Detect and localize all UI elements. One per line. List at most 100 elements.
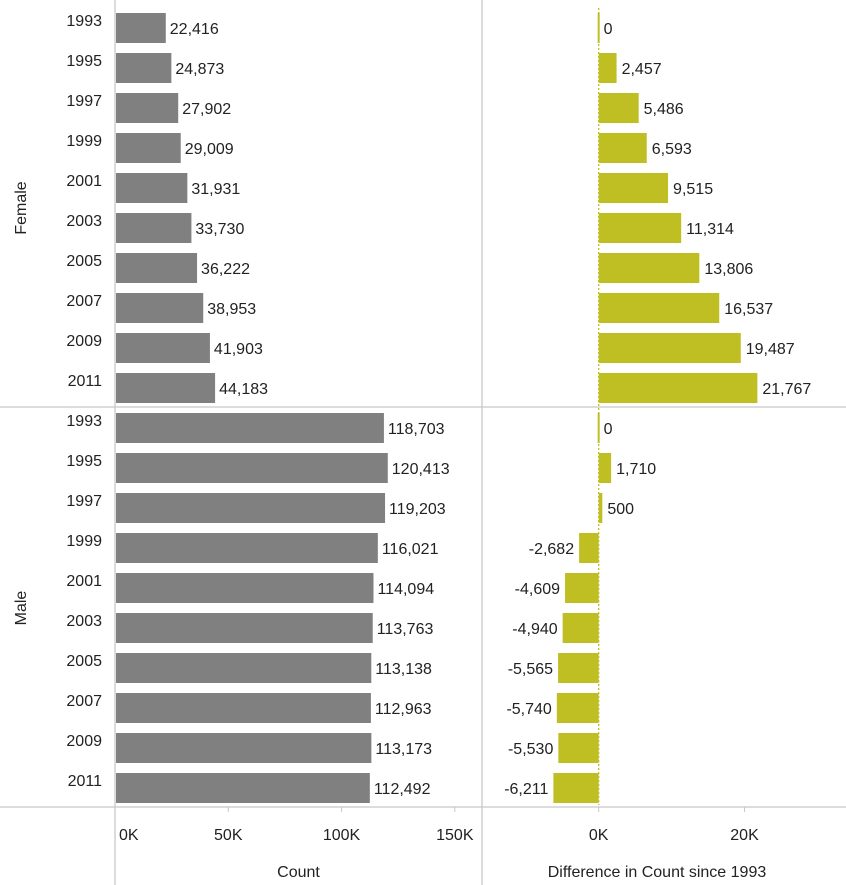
year-label-female-2007: 2007 xyxy=(66,293,102,310)
count-label-female-1999: 29,009 xyxy=(185,141,234,158)
difference-bar-male-1999 xyxy=(579,533,599,563)
count-label-female-2001: 31,931 xyxy=(191,181,240,198)
count-bar-female-1999 xyxy=(116,133,181,163)
count-bars: 22,416 24,873 27,902 29,009 31,931 33,730 36,2… xyxy=(116,13,450,803)
count-bar-female-1997 xyxy=(116,93,179,123)
difference-label-male-1997: 500 xyxy=(607,501,634,518)
count-bar-male-1995 xyxy=(116,453,388,483)
count-label-male-1995: 120,413 xyxy=(392,461,450,478)
difference-label-male-2009: -5,530 xyxy=(508,741,553,758)
difference-bar-female-2003 xyxy=(598,213,682,243)
difference-bar-male-2011 xyxy=(553,773,599,803)
difference-label-female-2007: 16,537 xyxy=(724,301,773,318)
year-label-female-1999: 1999 xyxy=(66,133,102,150)
group-label-female: Female xyxy=(13,181,30,234)
count-label-female-2005: 36,222 xyxy=(201,261,250,278)
year-label-male-2005: 2005 xyxy=(66,653,102,670)
difference-label-female-2011: 21,767 xyxy=(762,381,811,398)
count-bar-male-2007 xyxy=(116,693,371,723)
x-axes: 0K 50K 100K 150K Count 0K 20K Difference in Cou… xyxy=(114,807,767,881)
group-label-male: Male xyxy=(13,591,30,626)
group-labels: Female Male xyxy=(13,181,30,625)
difference-label-female-1999: 6,593 xyxy=(652,141,692,158)
difference-label-female-2009: 19,487 xyxy=(746,341,795,358)
difference-bar-female-1995 xyxy=(598,53,617,83)
difference-bar-male-1993 xyxy=(597,413,600,443)
count-axis-tick-label: 50K xyxy=(214,827,243,844)
year-label-male-1999: 1999 xyxy=(66,533,102,550)
year-label-male-1995: 1995 xyxy=(66,453,102,470)
count-label-female-2011: 44,183 xyxy=(219,381,268,398)
count-bar-female-2007 xyxy=(116,293,204,323)
count-bar-male-1997 xyxy=(116,493,386,523)
difference-label-male-2001: -4,609 xyxy=(515,581,560,598)
difference-bar-female-2011 xyxy=(598,373,758,403)
year-label-female-1995: 1995 xyxy=(66,53,102,70)
count-bar-male-2009 xyxy=(116,733,372,763)
count-bar-male-2001 xyxy=(116,573,374,603)
year-label-female-2011: 2011 xyxy=(68,373,103,390)
difference-bar-male-2003 xyxy=(562,613,599,643)
difference-bar-female-1993 xyxy=(597,13,600,43)
difference-label-male-2007: -5,740 xyxy=(506,701,551,718)
count-label-male-2011: 112,492 xyxy=(374,781,431,798)
difference-label-male-2003: -4,940 xyxy=(512,621,557,638)
count-bar-female-2011 xyxy=(116,373,216,403)
difference-label-male-1995: 1,710 xyxy=(616,461,656,478)
count-bar-female-1993 xyxy=(116,13,166,43)
count-label-female-1997: 27,902 xyxy=(182,101,231,118)
count-label-female-2003: 33,730 xyxy=(195,221,244,238)
count-label-female-2007: 38,953 xyxy=(207,301,256,318)
difference-label-female-2001: 9,515 xyxy=(673,181,713,198)
difference-label-male-2005: -5,565 xyxy=(508,661,553,678)
count-label-male-2007: 112,963 xyxy=(375,701,432,718)
year-label-male-2011: 2011 xyxy=(68,773,103,790)
year-labels: 1993 1995 1997 1999 2001 2003 2005 2007 2009 2011… xyxy=(66,13,102,790)
difference-label-male-2011: -6,211 xyxy=(504,781,548,798)
difference-bar-female-2005 xyxy=(598,253,700,283)
difference-label-male-1999: -2,682 xyxy=(529,541,574,558)
difference-bar-male-2001 xyxy=(565,573,599,603)
count-axis-tick-label: 100K xyxy=(323,827,361,844)
count-label-female-1993: 22,416 xyxy=(170,21,219,38)
count-bar-female-1995 xyxy=(116,53,172,83)
difference-bar-male-2009 xyxy=(558,733,599,763)
difference-label-male-1993: 0 xyxy=(604,421,613,438)
difference-label-female-1997: 5,486 xyxy=(644,101,684,118)
count-bar-male-2005 xyxy=(116,653,372,683)
year-label-female-1993: 1993 xyxy=(66,13,102,30)
count-axis-tick-label: 0K xyxy=(119,827,139,844)
year-label-female-2003: 2003 xyxy=(66,213,102,230)
count-bar-female-2005 xyxy=(116,253,198,283)
year-label-female-2001: 2001 xyxy=(66,173,102,190)
count-label-male-2003: 113,763 xyxy=(377,621,434,638)
difference-label-female-1993: 0 xyxy=(604,21,613,38)
difference-axis-tick-label: 20K xyxy=(730,827,759,844)
difference-axis-tick-label: 0K xyxy=(589,827,609,844)
count-bar-male-2011 xyxy=(116,773,370,803)
year-label-female-1997: 1997 xyxy=(66,93,102,110)
difference-bar-male-2005 xyxy=(558,653,599,683)
year-label-male-2001: 2001 xyxy=(66,573,102,590)
difference-bar-female-2007 xyxy=(598,293,720,323)
difference-bar-female-1997 xyxy=(598,93,639,123)
count-label-female-2009: 41,903 xyxy=(214,341,263,358)
count-axis-tick-label: 150K xyxy=(436,827,474,844)
difference-bar-female-2001 xyxy=(598,173,669,203)
year-label-male-2003: 2003 xyxy=(66,613,102,630)
year-label-male-1997: 1997 xyxy=(66,493,102,510)
difference-bar-male-2007 xyxy=(556,693,599,723)
difference-bars: 0 2,457 5,486 6,593 9,515 11,314 13,806 16,537 1… xyxy=(504,13,811,803)
year-label-female-2005: 2005 xyxy=(66,253,102,270)
year-label-female-2009: 2009 xyxy=(66,333,102,350)
count-bar-female-2001 xyxy=(116,173,188,203)
difference-axis-title: Difference in Count since 1993 xyxy=(548,864,767,881)
difference-bar-female-1999 xyxy=(598,133,647,163)
difference-label-female-1995: 2,457 xyxy=(622,61,662,78)
count-label-male-2001: 114,094 xyxy=(377,581,434,598)
count-bar-male-2003 xyxy=(116,613,373,643)
count-bar-male-1993 xyxy=(116,413,384,443)
count-label-male-1999: 116,021 xyxy=(382,541,439,558)
year-label-male-2007: 2007 xyxy=(66,693,102,710)
